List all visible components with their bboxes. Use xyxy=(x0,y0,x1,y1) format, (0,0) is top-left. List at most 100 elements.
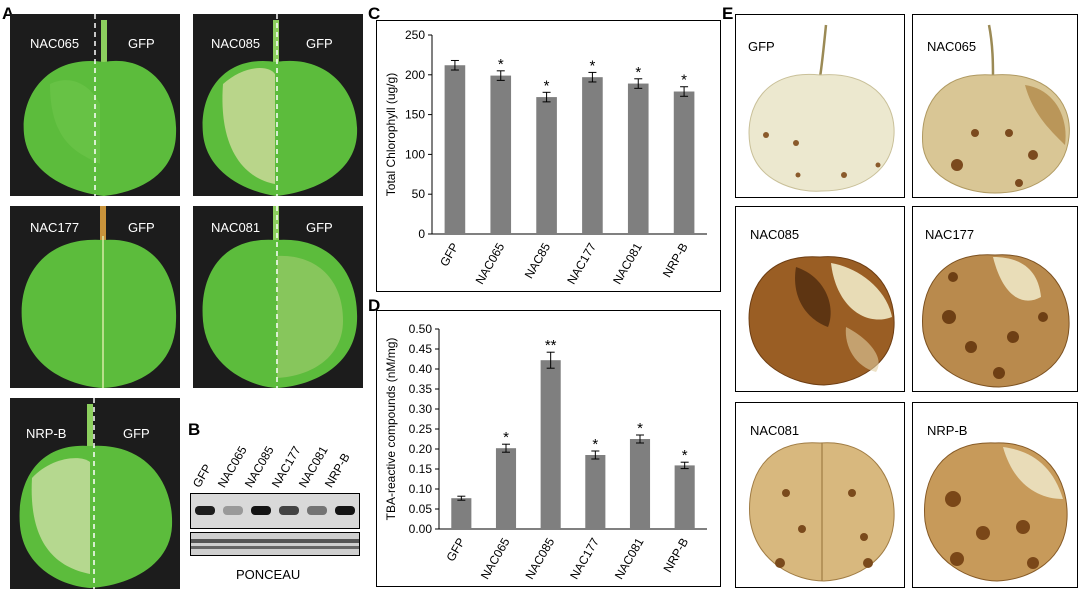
bar xyxy=(627,83,649,234)
y-axis-label: TBA-reactive compounds (nM/mg) xyxy=(384,338,398,521)
y-tick-label: 0.50 xyxy=(409,322,433,336)
stained-leaf-icon xyxy=(924,442,1068,582)
blot-lane-label: GFP xyxy=(189,461,215,490)
panel-b-letter: B xyxy=(188,420,201,439)
y-tick-label: 0.35 xyxy=(409,382,433,396)
leaf-label-left: NAC085 xyxy=(211,36,261,51)
bar xyxy=(585,455,606,529)
stained-leaf-4: NAC177 xyxy=(912,206,1078,392)
bar xyxy=(673,91,695,235)
bar xyxy=(674,465,695,529)
significance-marker: * xyxy=(682,447,688,464)
significance-marker: * xyxy=(498,56,504,73)
stained-leaf-6: NRP-B xyxy=(912,402,1078,588)
x-tick-label: NAC081 xyxy=(610,240,645,287)
leaf-photo-2: NAC085 GFP xyxy=(193,14,363,196)
chart-d-frame: 0.00 0.05 0.10 0.15 0.20 0.25 0.30 0.35 0.40 0.45… xyxy=(376,310,721,587)
y-tick-label: 0.20 xyxy=(409,442,433,456)
significance-marker: * xyxy=(681,72,687,89)
bar xyxy=(495,448,517,529)
bar xyxy=(582,77,603,234)
blot-band xyxy=(195,506,215,515)
stained-leaf-icon xyxy=(748,24,895,192)
x-tick-label: NAC081 xyxy=(612,535,647,582)
chart-c-frame: 0 50 100 150 200 250 Total Chlorophyll (ug/g) G… xyxy=(376,20,721,292)
leaf-photo-5: NRP-B GFP xyxy=(10,398,180,589)
stained-leaf-2: NAC065 xyxy=(912,14,1078,198)
blot-bands xyxy=(195,506,355,515)
stained-leaf-icon xyxy=(922,254,1070,388)
x-tick-label: GFP xyxy=(437,241,461,269)
y-axis-label: Total Chlorophyll (ug/g) xyxy=(384,73,398,196)
leaf-icon xyxy=(21,206,177,388)
significance-marker: ** xyxy=(545,337,557,354)
x-tick-label: NAC177 xyxy=(567,535,602,582)
blot-band xyxy=(251,506,271,515)
leaf-label-right: GFP xyxy=(123,426,150,441)
stained-leaf-icon xyxy=(748,256,895,386)
x-tick-label: NRP-B xyxy=(660,241,691,280)
panel-e-letter: E xyxy=(722,4,734,23)
leaf-label-left: NAC065 xyxy=(30,36,80,51)
stained-leaf-1: GFP xyxy=(735,14,905,198)
x-tick-label: NAC065 xyxy=(473,240,508,287)
leaf-icon xyxy=(202,14,358,196)
stained-leaf-icon xyxy=(921,24,1070,194)
y-tick-label: 50 xyxy=(412,187,426,201)
significance-marker: * xyxy=(635,64,641,81)
y-tick-label: 200 xyxy=(405,68,425,82)
stained-leaf-icon xyxy=(749,442,895,582)
leaf-label-left: NRP-B xyxy=(26,426,67,441)
bar xyxy=(451,498,472,529)
y-tick-label: 0.15 xyxy=(409,462,433,476)
stained-leaf-label: NAC081 xyxy=(750,423,800,438)
leaf-photo-3: NAC177 GFP xyxy=(10,206,180,388)
stained-leaf-label: GFP xyxy=(748,39,775,54)
x-tick-label: NAC177 xyxy=(564,240,599,287)
stained-leaf-label: NAC085 xyxy=(750,227,800,242)
y-tick-label: 0.10 xyxy=(409,482,433,496)
significance-marker: * xyxy=(544,77,550,94)
y-tick-label: 0.45 xyxy=(409,342,433,356)
chart-c: 0 50 100 150 200 250 Total Chlorophyll (ug/g) G… xyxy=(384,28,707,287)
chart-d: 0.00 0.05 0.10 0.15 0.20 0.25 0.30 0.35 0.40 0.45… xyxy=(384,322,707,582)
leaf-icon xyxy=(23,14,177,196)
y-tick-label: 150 xyxy=(405,108,425,122)
blot-band xyxy=(279,506,299,515)
y-tick-label: 100 xyxy=(405,147,425,161)
ponceau-label: PONCEAU xyxy=(236,567,301,582)
x-tick-label: NAC065 xyxy=(478,535,513,582)
x-tick-label: NAC85 xyxy=(522,240,554,281)
y-tick-label: 0.30 xyxy=(409,402,433,416)
bar xyxy=(490,75,512,234)
blot-band xyxy=(335,506,355,515)
bar xyxy=(540,360,561,529)
significance-marker: * xyxy=(637,420,643,437)
stained-leaf-label: NAC065 xyxy=(927,39,977,54)
leaf-label-left: NAC177 xyxy=(30,220,80,235)
leaf-icon xyxy=(202,206,358,388)
leaf-label-right: GFP xyxy=(128,220,155,235)
y-tick-label: 0.40 xyxy=(409,362,433,376)
significance-marker: * xyxy=(589,57,595,74)
y-tick-label: 0.25 xyxy=(409,422,433,436)
leaf-label-right: GFP xyxy=(306,220,333,235)
ponceau-bands xyxy=(191,539,359,549)
significance-marker: * xyxy=(503,429,509,446)
stained-leaf-3: NAC085 xyxy=(735,206,905,392)
bar xyxy=(536,97,557,234)
stained-leaf-label: NAC177 xyxy=(925,227,975,242)
significance-marker: * xyxy=(592,436,598,453)
leaf-label-left: NAC081 xyxy=(211,220,261,235)
blot-ponceau xyxy=(190,532,360,556)
y-tick-label: 250 xyxy=(405,28,425,42)
y-tick-label: 0 xyxy=(418,227,425,241)
x-tick-label: NRP-B xyxy=(660,536,691,575)
y-tick-label: 0.00 xyxy=(409,522,433,536)
stained-leaf-5: NAC081 xyxy=(735,402,905,588)
leaf-photo-1: NAC065 GFP xyxy=(10,14,180,196)
blot-band xyxy=(223,506,243,515)
leaf-label-right: GFP xyxy=(306,36,333,51)
x-tick-label: GFP xyxy=(443,536,467,564)
leaf-label-right: GFP xyxy=(128,36,155,51)
